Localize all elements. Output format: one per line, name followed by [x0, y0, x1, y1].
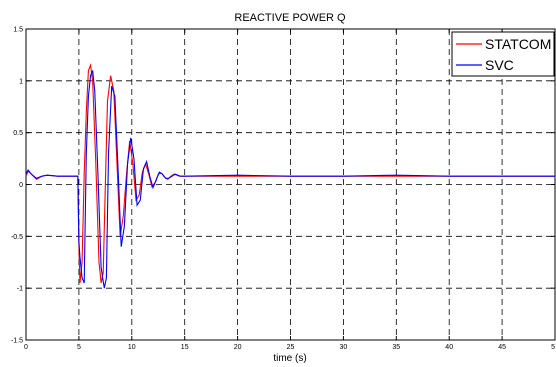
x-tick-label: 0	[24, 344, 28, 351]
legend: STATCOM SVC	[451, 31, 555, 77]
x-tick-label: 35	[392, 344, 400, 351]
y-tick-label: -0.5	[11, 234, 23, 241]
series-line-svc	[25, 70, 555, 289]
y-tick-label: 1.5	[13, 27, 23, 34]
y-tick-label: 0.5	[13, 130, 23, 137]
x-tick-label: 25	[287, 344, 295, 351]
y-tick-label: 0	[19, 182, 23, 189]
chart-title: REACTIVE POWER Q	[234, 12, 346, 24]
x-tick-label: 10	[128, 344, 136, 351]
grid	[26, 29, 555, 340]
x-axis-label: time (s)	[273, 353, 306, 364]
x-tick-label: 20	[234, 344, 242, 351]
y-tick-label: -1	[17, 286, 23, 293]
y-tick-label: 1	[19, 78, 23, 85]
x-tick-label: 40	[445, 344, 453, 351]
x-tick-label: 45	[498, 344, 506, 351]
series-layer	[25, 63, 555, 289]
ticks: 0 5 10 15 20 25 30 35 40 45 5 -1.5 -1 -0.5 0 0.5 1 1.5	[11, 27, 556, 351]
x-tick-label: 5	[77, 344, 81, 351]
legend-box	[451, 31, 555, 77]
x-tick-label: 30	[340, 344, 348, 351]
legend-label-svc: SVC	[485, 57, 514, 73]
x-tick-label: 5	[551, 344, 555, 351]
y-tick-label: -1.5	[11, 338, 23, 345]
legend-label-statcom: STATCOM	[485, 36, 551, 52]
x-tick-label: 15	[181, 344, 189, 351]
